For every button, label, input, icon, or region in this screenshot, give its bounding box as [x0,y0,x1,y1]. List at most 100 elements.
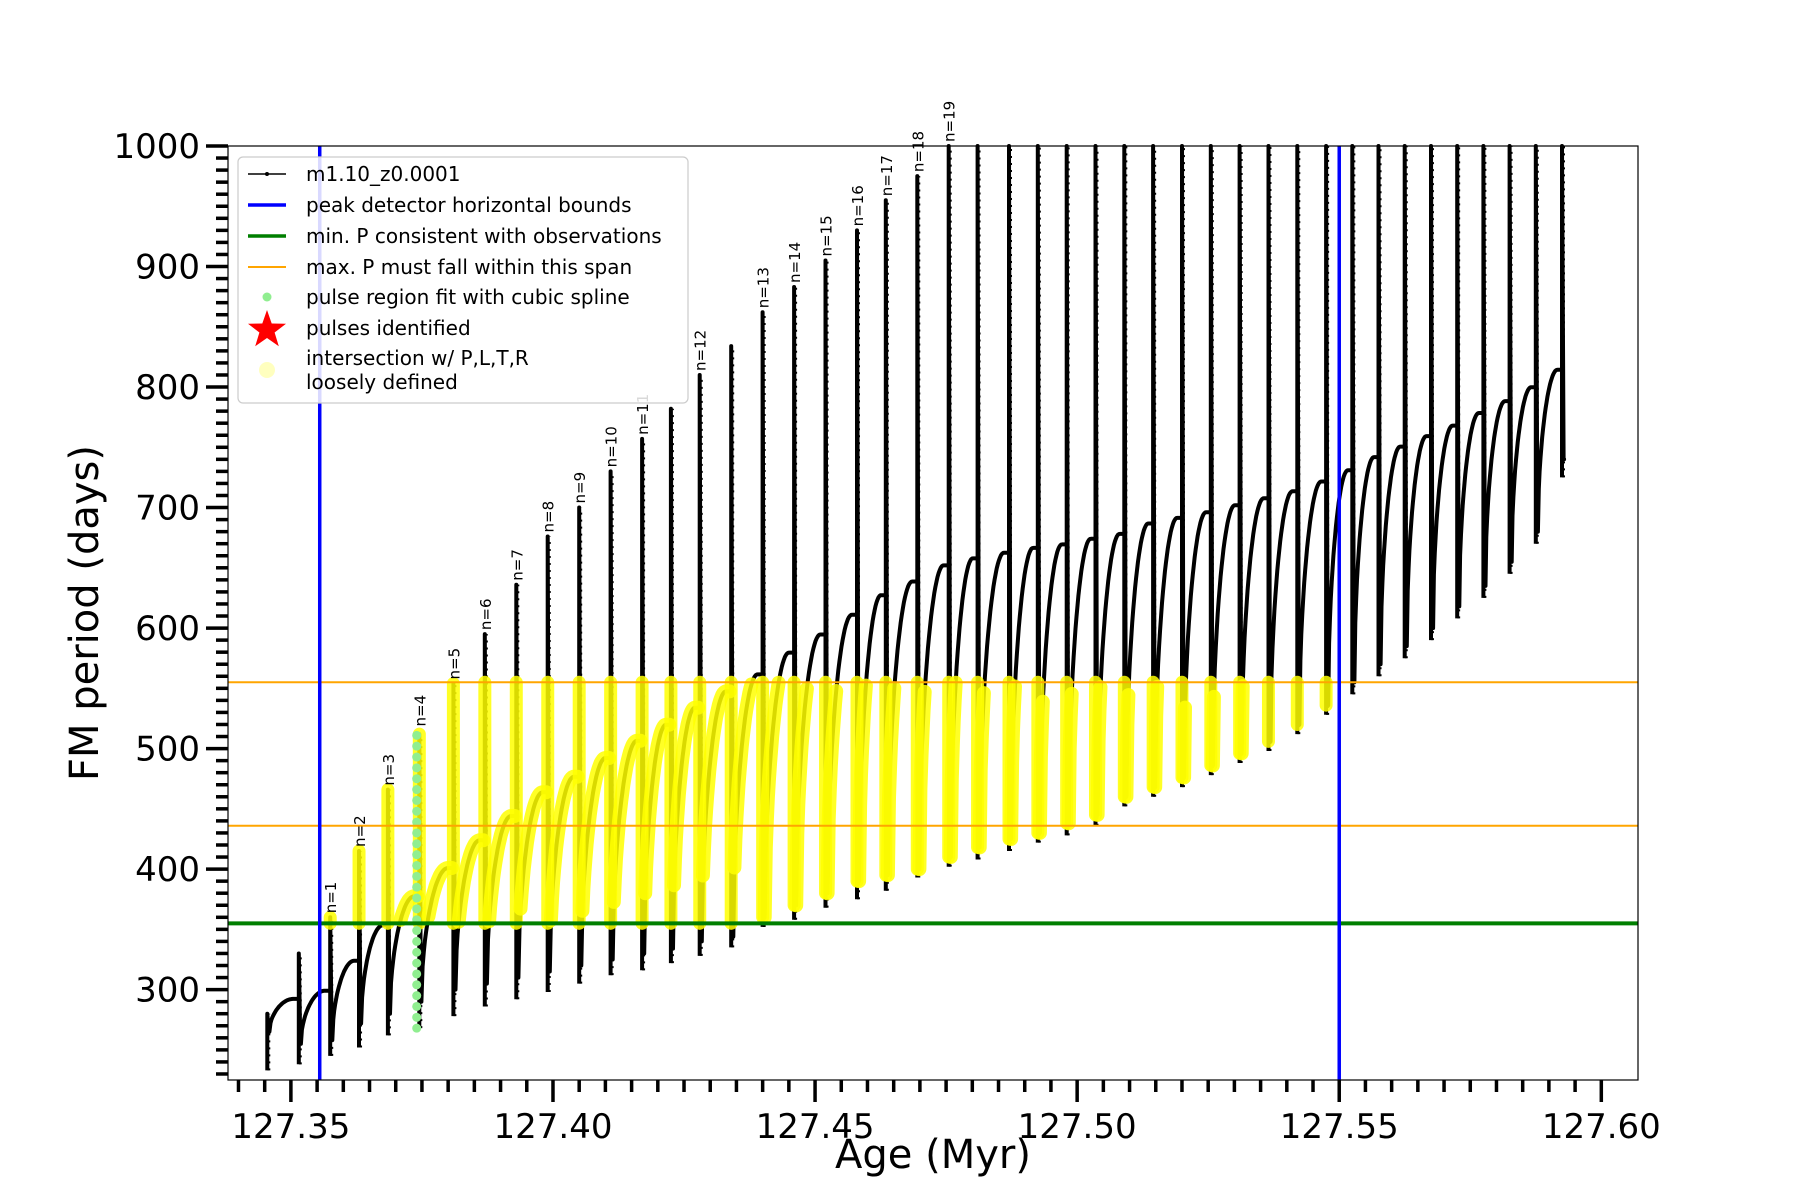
track-segment [357,849,388,1048]
legend-label: min. P consistent with observations [306,224,662,248]
track-segment [1455,144,1483,619]
spline-point [412,958,422,968]
loose-arc [1090,680,1108,822]
pulse-label: n=5 [445,648,463,680]
spline-point [412,969,422,979]
spline-point [412,936,422,946]
pulse-label: n=9 [571,472,589,504]
loose-arc [789,681,814,913]
spline-point [412,850,422,860]
legend-label: pulses identified [306,316,471,340]
loose-arc [943,675,963,864]
pulse-label: n=4 [411,695,429,727]
track-segment [1237,144,1268,763]
spline-point [412,795,422,805]
spline-point [412,785,422,795]
track-segment [1376,144,1405,677]
track-segment [1266,144,1297,751]
loose-arc [1177,700,1192,785]
legend-swatch [259,362,275,378]
spline-point [412,828,422,838]
track-segment [1533,144,1562,544]
track-segment [265,996,299,1071]
loose-arc [1205,689,1221,773]
y-tick-label: 300 [135,971,200,1011]
x-axis-label: Age (Myr) [835,1132,1031,1178]
spline-point [412,741,422,751]
loose-arc [852,678,873,889]
legend-label: max. P must fall within this span [306,255,632,279]
spline-point [412,730,422,740]
track-segment [1295,144,1326,735]
pulse-label: n=19 [941,101,959,142]
pulse-label: n=8 [540,501,558,533]
x-tick-label: 127.55 [1280,1107,1399,1147]
loose-arc [1234,679,1250,761]
legend-label: pulse region fit with cubic spline [306,285,630,309]
spline-point [412,947,422,957]
pulse-label: n=3 [380,754,398,786]
spline-point [412,806,422,816]
y-axis-label: FM period (days) [62,445,108,781]
spline-point [412,839,422,849]
spline-point [412,763,422,773]
spline-point [412,774,422,784]
loosely-defined-series [323,675,1333,930]
track-segment [328,915,359,1056]
loose-arc [912,684,932,877]
loose-arc [880,681,902,883]
pulse-label: n=16 [849,185,867,226]
legend-label: m1.10_z0.0001 [306,162,461,186]
x-tick-label: 127.60 [1542,1107,1661,1147]
plot-frame [227,145,1639,1081]
loose-arc [820,684,844,901]
spline-point [412,1012,422,1022]
spline-point [412,926,422,936]
x-tick-label: 127.45 [756,1107,875,1147]
pulse-label: n=7 [508,549,526,581]
pulse-label: n=14 [786,242,804,283]
loose-arc [1061,686,1079,831]
pulse-label: n=12 [692,330,710,371]
loose-arc [1032,694,1050,840]
track-segment [1481,144,1510,598]
y-tick-label: 800 [135,368,200,408]
y-tick-label: 900 [135,248,200,288]
legend-label: loosely defined [306,370,458,394]
legend-swatch-marker [265,172,269,176]
spline-point [412,904,422,914]
x-tick-label: 127.40 [493,1107,612,1147]
pulse-label: n=2 [351,815,369,847]
track-segment [1507,144,1536,574]
y-tick-label: 700 [135,489,200,529]
pulse-label: n=10 [603,426,621,467]
loose-arc [727,677,759,875]
spline-point [412,752,422,762]
legend-swatch [262,292,272,302]
x-tick-label: 127.50 [1018,1107,1137,1147]
pulse-labels: n=1 n=2 n=3 n=4 n=5 n=6 n=7 n=8 n=9 n=10 n=11 n=12 n… [322,101,959,913]
pulse-label: n=18 [909,131,927,172]
track-segment [1350,144,1379,695]
legend-star-icon [248,310,286,347]
track-segment [1402,144,1431,659]
spline-point [412,871,422,881]
track-segment [296,951,330,1065]
legend-label: peak detector horizontal bounds [306,193,632,217]
loose-arc [972,686,991,855]
axes: 300 400 500 600 700 800 900 1000 127.35 127.40 127… [113,127,1660,1147]
pulse-label: n=13 [755,267,773,308]
spline-point [412,882,422,892]
x-tick-label: 127.35 [231,1107,350,1147]
legend-label: intersection w/ P,L,T,R [306,346,529,370]
spline-point [412,1023,422,1033]
spline-point [412,860,422,870]
y-tick-label: 600 [135,609,200,649]
track-segment [1429,144,1457,641]
loose-arc [1119,688,1136,804]
pulse-label: n=11 [634,394,652,435]
loose-arc [757,675,786,925]
spline-point [412,817,422,827]
y-tick-label: 400 [135,850,200,890]
